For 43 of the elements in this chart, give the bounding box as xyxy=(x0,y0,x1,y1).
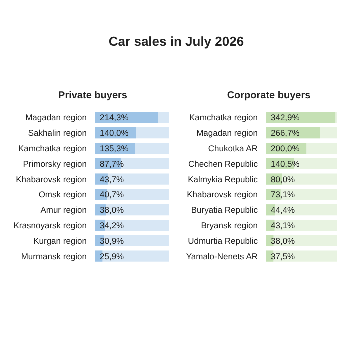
data-label: 140,0% xyxy=(100,128,130,138)
data-label: 73,1% xyxy=(271,190,296,200)
chart-title: Car sales in July 2026 xyxy=(108,34,244,49)
data-label: 38,0% xyxy=(100,205,125,216)
y-tick-label: Omsk region xyxy=(38,190,88,200)
y-tick-label: Chechen Republic xyxy=(188,158,259,169)
data-label: 44,4% xyxy=(271,205,296,216)
y-tick-label: Yamalo-Nenets AR xyxy=(186,251,258,262)
data-label: 87,7% xyxy=(100,158,125,169)
data-label: 214,3% xyxy=(100,112,130,123)
data-label: 43,7% xyxy=(100,174,125,184)
data-label: 266,7% xyxy=(271,128,300,138)
y-tick-label: Khabarovsk region xyxy=(187,190,258,200)
y-tick-label: Krasnoyarsk region xyxy=(14,220,88,230)
y-tick-label: Kamchatka region xyxy=(189,112,258,123)
data-label: 140,5% xyxy=(271,158,300,169)
data-label: 342,9% xyxy=(271,112,300,123)
y-tick-label: Magadan region xyxy=(26,112,88,123)
data-label: 25,9% xyxy=(100,251,125,262)
y-tick-label: Kamchatka region xyxy=(18,144,88,154)
data-label: 135,3% xyxy=(100,144,130,154)
y-tick-label: Chukotka AR xyxy=(208,144,258,154)
y-tick-label: Amur region xyxy=(40,205,88,216)
chart-subtitle: Corporate buyers xyxy=(227,90,312,102)
y-tick-label: Magadan region xyxy=(196,128,258,138)
y-tick-label: Kurgan region xyxy=(34,236,88,246)
y-tick-label: Bryansk region xyxy=(201,220,258,230)
data-label: 38,0% xyxy=(271,236,296,246)
y-tick-label: Kalmykia Republic xyxy=(188,174,259,184)
data-label: 40,7% xyxy=(100,190,125,200)
data-label: 200,0% xyxy=(271,144,300,154)
data-label: 37,5% xyxy=(271,251,296,262)
data-label: 34,2% xyxy=(100,220,125,230)
y-tick-label: Buryatia Republic xyxy=(191,205,259,216)
chart-subtitle: Private buyers xyxy=(58,90,128,102)
y-tick-label: Sakhalin region xyxy=(28,128,88,138)
y-tick-label: Murmansk region xyxy=(21,251,88,262)
data-label: 30,9% xyxy=(100,236,125,246)
data-label: 43,1% xyxy=(271,220,296,230)
data-label: 80,0% xyxy=(271,174,296,184)
y-tick-label: Khabarovsk region xyxy=(16,174,88,184)
y-tick-label: Primorsky region xyxy=(23,158,88,169)
y-tick-label: Udmurtia Republic xyxy=(188,236,259,246)
